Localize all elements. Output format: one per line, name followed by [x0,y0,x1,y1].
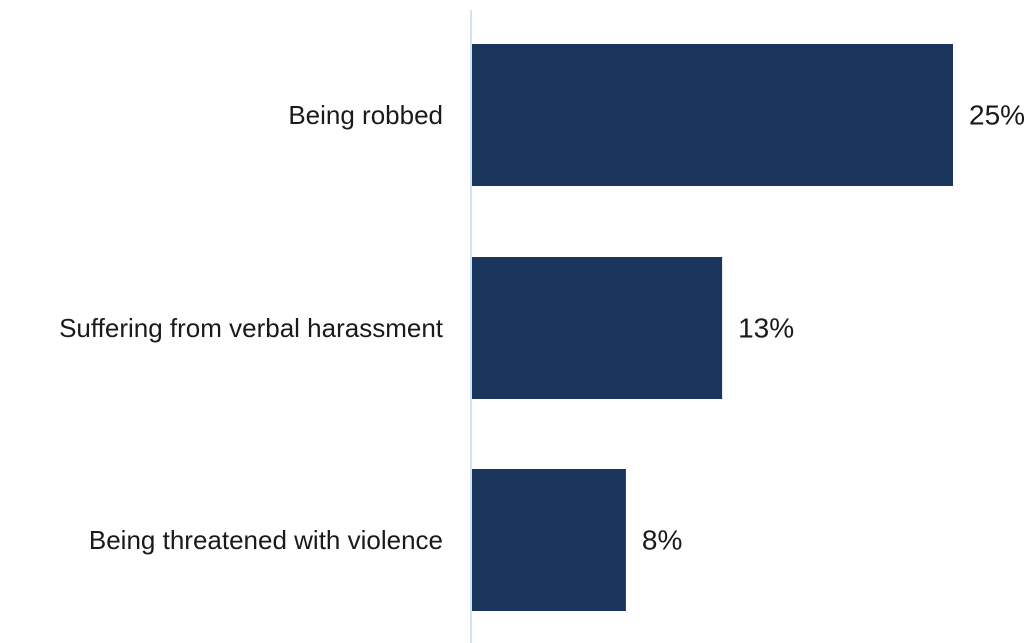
bar-3 [472,469,626,611]
value-label-1: 25% [969,100,1025,131]
bar-2 [472,257,723,399]
value-label-3: 8% [642,525,682,556]
category-label-2: Suffering from verbal harassment [59,313,444,343]
value-label-2: 13% [738,313,794,344]
bar-1 [472,44,953,186]
category-label-3: Being threatened with violence [89,525,443,555]
category-label-1: Being robbed [288,100,443,130]
bars-group: Being robbed 25% Suffering from verbal har… [59,44,1025,611]
